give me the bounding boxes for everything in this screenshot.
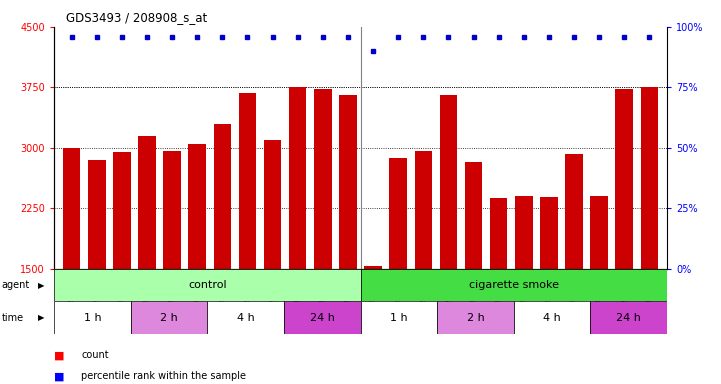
Text: 1 h: 1 h [390,313,407,323]
Text: control: control [188,280,226,290]
Bar [239,93,256,269]
Bar [314,89,332,269]
Bar [339,94,357,269]
Text: ▶: ▶ [37,281,44,290]
Bar [138,136,156,269]
Bar [113,152,131,269]
Bar [590,301,667,334]
Text: 2 h: 2 h [160,313,178,323]
Bar [131,301,208,334]
Text: agent: agent [1,280,30,290]
Bar [289,88,306,269]
Bar [513,301,590,334]
Text: 4 h: 4 h [543,313,561,323]
Bar [415,151,432,269]
Text: ▶: ▶ [37,313,44,322]
Text: cigarette smoke: cigarette smoke [469,280,559,290]
Bar [515,196,533,269]
Text: ■: ■ [54,371,65,381]
Bar [360,269,667,301]
Bar [284,301,360,334]
Text: 2 h: 2 h [466,313,485,323]
Bar [364,266,382,269]
Bar [590,196,608,269]
Bar [437,301,513,334]
Bar [54,269,360,301]
Bar [360,301,437,334]
Bar [465,162,482,269]
Bar [208,301,284,334]
Text: 24 h: 24 h [616,313,641,323]
Text: ■: ■ [54,350,65,360]
Bar [54,301,131,334]
Text: count: count [81,350,109,360]
Bar [264,140,281,269]
Text: time: time [1,313,24,323]
Bar [389,158,407,269]
Text: 4 h: 4 h [236,313,255,323]
Bar [440,94,457,269]
Text: GDS3493 / 208908_s_at: GDS3493 / 208908_s_at [66,11,208,24]
Bar [188,144,206,269]
Text: 24 h: 24 h [310,313,335,323]
Text: percentile rank within the sample: percentile rank within the sample [81,371,247,381]
Text: 1 h: 1 h [84,313,101,323]
Bar [213,124,231,269]
Bar [88,160,105,269]
Bar [640,88,658,269]
Bar [540,197,557,269]
Bar [63,148,81,269]
Bar [616,89,633,269]
Bar [490,198,508,269]
Bar [164,151,181,269]
Bar [565,154,583,269]
